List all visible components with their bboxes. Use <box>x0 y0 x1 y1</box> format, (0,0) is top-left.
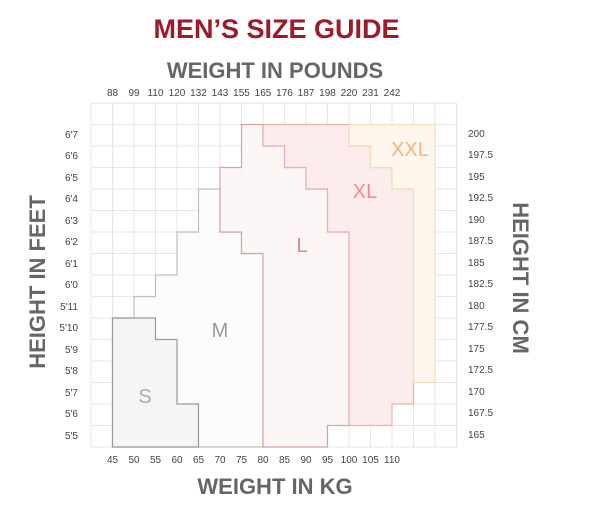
size-region-s <box>111 317 200 448</box>
feet-tick: 5'9 <box>64 344 78 356</box>
kg-tick: 105 <box>362 455 379 466</box>
pounds-tick: 220 <box>340 88 358 99</box>
kg-tick: 70 <box>214 455 226 466</box>
pounds-tick: 187 <box>297 88 315 99</box>
weight-pounds-axis-title: WEIGHT IN POUNDS <box>166 58 384 83</box>
pounds-tick: 132 <box>190 88 207 99</box>
kg-tick: 90 <box>300 455 312 466</box>
pounds-tick: 176 <box>276 88 293 99</box>
feet-tick: 5'7 <box>64 387 78 399</box>
pounds-tick: 242 <box>383 88 401 99</box>
cm-tick: 177.5 <box>468 322 494 333</box>
cm-tick: 182.5 <box>468 279 494 290</box>
cm-tick: 190 <box>468 214 485 226</box>
feet-tick: 6'0 <box>64 280 78 291</box>
feet-tick: 5'5 <box>64 430 78 442</box>
size-region-xxl <box>348 123 436 384</box>
feet-tick: 6'6 <box>64 151 78 162</box>
weight-kg-axis-title: WEIGHT IN KG <box>197 474 353 499</box>
feet-tick: 6'3 <box>64 215 78 227</box>
cm-tick: 167.5 <box>468 408 494 419</box>
feet-tick: 6'1 <box>64 258 78 270</box>
size-label-l: L <box>296 235 307 257</box>
feet-tick: 5'6 <box>64 409 78 420</box>
feet-tick: 6'2 <box>64 237 78 248</box>
cm-tick: 192.5 <box>468 193 494 204</box>
size-label-m: M <box>212 320 229 342</box>
pounds-tick: 120 <box>168 88 186 99</box>
kg-tick: 55 <box>149 455 162 466</box>
feet-tick: 5'10 <box>59 323 78 334</box>
kg-tick: 75 <box>235 455 248 466</box>
kg-tick: 100 <box>340 455 358 466</box>
feet-tick: 6'7 <box>64 129 78 141</box>
cm-tick: 195 <box>468 171 485 183</box>
pounds-tick: 165 <box>254 88 272 99</box>
cm-tick: 197.5 <box>468 150 494 161</box>
feet-tick: 5'11 <box>60 301 78 313</box>
cm-tick: 187.5 <box>468 236 494 247</box>
kg-tick: 95 <box>321 455 334 466</box>
kg-tick: 85 <box>278 455 291 466</box>
pounds-tick: 143 <box>211 88 229 99</box>
feet-tick: 6'5 <box>64 172 78 184</box>
size-label-s: S <box>138 386 151 408</box>
pounds-tick: 231 <box>362 88 379 99</box>
cm-tick: 180 <box>468 300 485 312</box>
kg-tick: 50 <box>128 455 140 466</box>
pounds-tick: 88 <box>106 88 119 99</box>
size-label-xxl: XXL <box>391 139 429 161</box>
cm-tick: 172.5 <box>468 365 494 376</box>
kg-tick: 60 <box>171 455 183 466</box>
cm-tick: 165 <box>468 429 485 441</box>
page-title: MEN’S SIZE GUIDE <box>153 14 400 44</box>
cm-tick: 170 <box>468 386 485 398</box>
kg-tick: 110 <box>384 455 400 466</box>
cm-tick: 185 <box>468 257 485 269</box>
kg-tick: 80 <box>257 455 269 466</box>
cm-tick: 200 <box>468 128 485 140</box>
pounds-tick: 99 <box>128 88 140 99</box>
size-label-xl: XL <box>353 181 377 203</box>
pounds-tick: 155 <box>233 88 250 99</box>
pounds-tick: 110 <box>147 88 164 99</box>
feet-tick: 5'8 <box>64 366 78 377</box>
pounds-tick: 198 <box>319 88 336 99</box>
kg-tick: 65 <box>192 455 205 466</box>
feet-tick: 6'4 <box>64 194 78 205</box>
kg-tick: 45 <box>106 455 119 466</box>
cm-tick: 175 <box>468 343 485 355</box>
